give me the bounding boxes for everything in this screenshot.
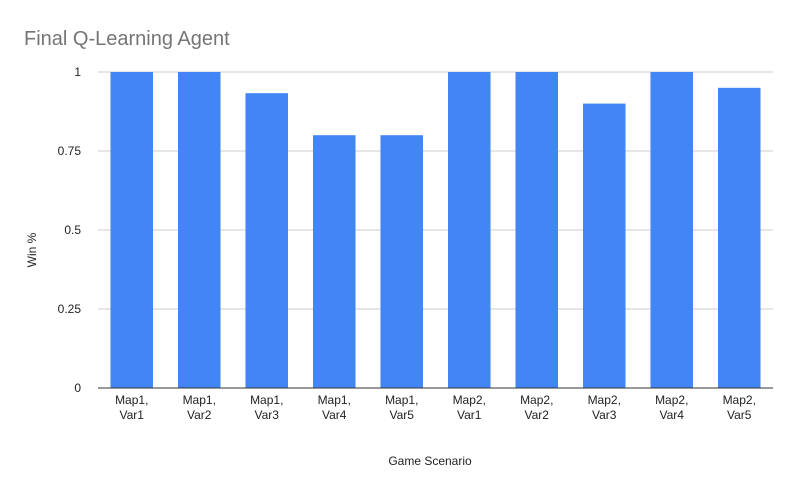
bars	[110, 72, 761, 389]
x-tick-label: Map2, Var2	[520, 393, 553, 422]
x-axis-ticks: Map1, Var1 Map1, Var2 Map1, Var3 Map1, Var4 Map1…	[115, 393, 756, 422]
x-tick-label: Map1, Var2	[183, 393, 216, 422]
bar	[650, 72, 694, 388]
bar	[515, 72, 559, 388]
bar	[245, 93, 289, 388]
bar	[582, 103, 626, 388]
bar	[717, 87, 761, 389]
x-axis-label: Game Scenario	[388, 454, 472, 468]
y-tick-label: 0	[74, 381, 81, 395]
y-axis-ticks: 0 0.25 0.5 0.75 1	[58, 65, 82, 395]
bar	[447, 72, 491, 388]
bar	[177, 72, 221, 388]
y-axis-label: Win %	[25, 232, 39, 267]
y-tick-label: 1	[74, 65, 81, 79]
chart-title: Final Q-Learning Agent	[24, 28, 230, 50]
bar	[380, 135, 424, 388]
x-tick-label: Map2, Var1	[453, 393, 486, 422]
y-tick-label: 0.75	[58, 144, 82, 158]
x-tick-label: Map1, Var1	[115, 393, 148, 422]
y-tick-label: 0.25	[58, 302, 82, 316]
x-tick-label: Map2, Var5	[723, 393, 756, 422]
x-tick-label: Map2, Var3	[588, 393, 621, 422]
bar	[110, 72, 154, 388]
x-tick-label: Map1, Var4	[318, 393, 351, 422]
x-tick-label: Map1, Var5	[385, 393, 418, 422]
x-tick-label: Map2, Var4	[655, 393, 688, 422]
bar	[312, 135, 356, 388]
y-tick-label: 0.5	[64, 223, 81, 237]
x-tick-label: Map1, Var3	[250, 393, 283, 422]
